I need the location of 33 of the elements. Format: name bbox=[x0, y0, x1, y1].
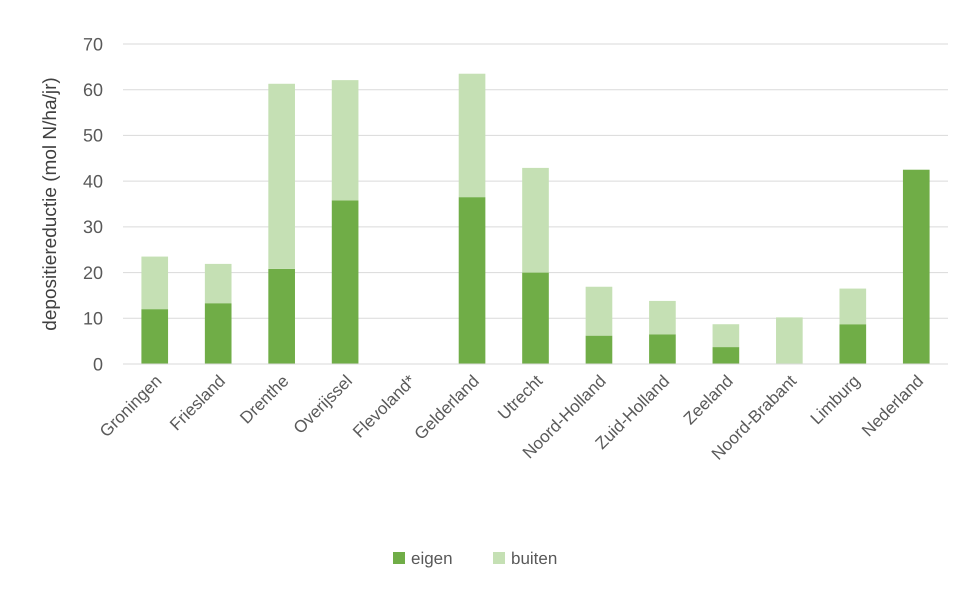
bar bbox=[268, 268, 295, 364]
bar bbox=[586, 286, 612, 336]
bar bbox=[839, 324, 866, 364]
bar bbox=[204, 264, 232, 304]
bar bbox=[712, 347, 740, 364]
bar bbox=[458, 74, 486, 198]
y-tick-label: 70 bbox=[82, 34, 103, 54]
bar bbox=[522, 272, 549, 364]
y-tick-label: 40 bbox=[82, 171, 103, 192]
bar bbox=[649, 300, 676, 334]
y-tick-label: 30 bbox=[82, 217, 103, 238]
y-tick-label: 20 bbox=[82, 262, 103, 283]
bar bbox=[458, 197, 486, 364]
bar bbox=[141, 309, 168, 364]
bar bbox=[776, 317, 803, 364]
bar bbox=[204, 303, 232, 364]
bar bbox=[586, 336, 612, 364]
y-tick-label: 50 bbox=[82, 126, 103, 146]
y-tick-label: 10 bbox=[82, 308, 103, 329]
y-axis-title: depositiereductie (mol N/ha/jr) bbox=[40, 77, 61, 331]
bar bbox=[141, 256, 168, 310]
bar bbox=[839, 288, 866, 324]
bar bbox=[902, 170, 930, 364]
bar bbox=[332, 200, 358, 364]
legend-label: buiten bbox=[511, 548, 558, 568]
bar bbox=[649, 334, 676, 364]
bar bbox=[522, 168, 549, 273]
bar bbox=[268, 84, 295, 269]
bar bbox=[712, 324, 740, 348]
bar bbox=[332, 80, 358, 200]
y-tick-label: 60 bbox=[82, 80, 103, 100]
y-tick-label: 0 bbox=[92, 354, 103, 374]
legend-label: eigen bbox=[411, 548, 453, 568]
